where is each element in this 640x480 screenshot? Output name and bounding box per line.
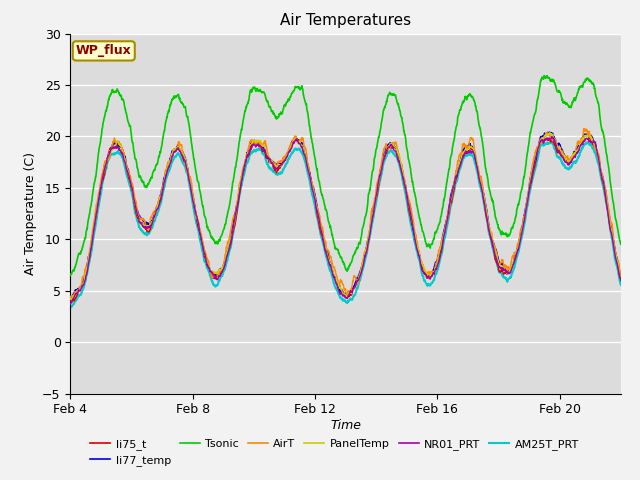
AM25T_PRT [67,305,74,311]
li77_temp [601,185,609,191]
PanelTemp [601,187,609,192]
li77_temp [95,196,102,202]
PanelTemp [95,195,102,201]
Tsonic [601,142,609,148]
li75_t [335,280,342,286]
AM25T_PRT [319,242,327,248]
PanelTemp [334,281,342,287]
Line: li77_temp: li77_temp [70,132,621,300]
Legend: li75_t, li77_temp, Tsonic, AirT, PanelTemp, NR01_PRT, AM25T_PRT: li75_t, li77_temp, Tsonic, AirT, PanelTe… [90,439,579,466]
Title: Air Temperatures: Air Temperatures [280,13,411,28]
li75_t [617,277,625,283]
AirT [601,184,609,190]
NR01_PRT [334,286,342,291]
Tsonic [67,272,74,278]
AM25T_PRT [334,290,342,296]
li75_t [602,193,609,199]
NR01_PRT [319,239,327,244]
li77_temp [601,186,609,192]
li77_temp [500,265,508,271]
Line: PanelTemp: PanelTemp [70,132,621,300]
AirT [500,263,508,269]
AM25T_PRT [601,192,609,198]
X-axis label: Time: Time [330,419,361,432]
AirT [601,185,609,191]
PanelTemp [546,130,554,135]
AM25T_PRT [584,140,591,145]
li75_t [584,131,591,137]
NR01_PRT [500,266,508,272]
li75_t [95,196,102,202]
AirT [334,278,342,284]
li77_temp [67,297,74,303]
li77_temp [334,283,342,288]
AM25T_PRT [500,274,508,280]
NR01_PRT [617,277,625,283]
li75_t [68,299,76,305]
Tsonic [334,247,342,252]
PanelTemp [67,297,74,302]
AirT [580,126,588,132]
li77_temp [617,273,625,279]
Line: AM25T_PRT: AM25T_PRT [70,143,621,308]
NR01_PRT [601,187,609,193]
AM25T_PRT [95,204,102,209]
AirT [319,232,327,238]
Line: AirT: AirT [70,129,621,298]
AM25T_PRT [617,282,625,288]
li75_t [320,240,328,246]
PanelTemp [319,235,327,241]
Tsonic [540,73,548,79]
NR01_PRT [67,301,74,307]
PanelTemp [617,275,625,280]
AM25T_PRT [601,193,609,199]
PanelTemp [500,267,508,273]
AirT [95,191,102,196]
Tsonic [601,140,609,145]
Tsonic [617,241,625,247]
Text: WP_flux: WP_flux [76,44,132,58]
Line: li75_t: li75_t [70,134,621,302]
Y-axis label: Air Temperature (C): Air Temperature (C) [24,152,36,275]
li75_t [500,271,508,276]
li75_t [601,192,609,197]
Line: NR01_PRT: NR01_PRT [70,137,621,304]
Tsonic [500,230,508,236]
PanelTemp [601,186,609,192]
li77_temp [319,235,327,241]
li75_t [67,299,74,304]
NR01_PRT [95,197,102,203]
AirT [617,270,625,276]
Tsonic [95,150,102,156]
Line: Tsonic: Tsonic [70,76,621,275]
li77_temp [545,129,553,135]
NR01_PRT [601,189,609,194]
Tsonic [319,197,327,203]
NR01_PRT [548,134,556,140]
AirT [67,295,74,301]
